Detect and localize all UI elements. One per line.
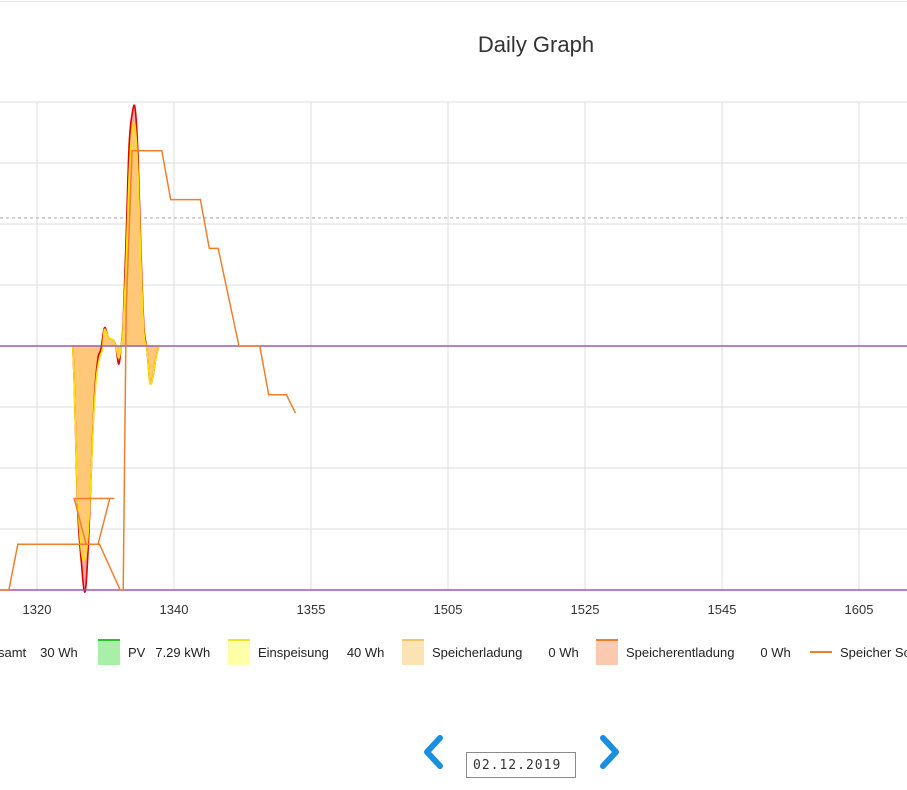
legend-value: 0 Wh [548,644,579,660]
legend-value: 0 Wh [760,644,791,660]
legend-swatch [228,639,250,665]
legend-value: 30 Wh [40,644,78,660]
series-line-speicher [0,150,297,591]
chevron-right-icon [600,735,619,769]
legend-item[interactable]: samt 30 Wh [0,638,78,666]
x-tick-label: 1355 [297,602,326,617]
chart-fills [72,105,159,593]
x-tick-label: 1605 [845,602,874,617]
legend-item[interactable]: Speicher Sc [810,638,907,666]
x-tick-label: 1545 [708,602,737,617]
chart-legend: samt 30 Wh PV 7.29 kWh Einspeisung 40 Wh Speic… [0,638,907,666]
chart-x-ticks: 1320 1340 1355 1505 1525 1545 1605 [23,602,874,617]
area-fill-einspeisung [72,123,159,561]
next-day-button[interactable] [597,735,623,769]
legend-value: 7.29 kWh [155,644,211,660]
x-tick-label: 1525 [571,602,600,617]
previous-day-button[interactable] [420,735,446,769]
legend-label: PV [128,644,146,660]
series-line-einspeisung [71,122,160,562]
legend-label: Speicher Sc [840,644,907,660]
chart-svg: 1320 1340 1355 1505 1525 1545 1605 [0,101,907,617]
x-tick-label: 1340 [160,602,189,617]
legend-item[interactable]: PV 7.29 kWh [98,638,210,666]
legend-swatch [98,639,120,665]
legend-swatch [402,639,424,665]
legend-label: Speicherentladung [626,644,735,660]
chart-title: Daily Graph [477,32,595,57]
x-tick-label: 1505 [434,602,463,617]
legend-swatch [596,639,618,665]
legend-item[interactable]: Einspeisung 40 Wh [228,638,384,666]
chart-lines [0,104,907,593]
top-rule [0,1,907,2]
chevron-left-icon [424,735,443,769]
legend-label: Speicherladung [432,644,523,660]
legend-item[interactable]: Speicherladung 0 Wh [402,638,579,666]
legend-line-swatch [810,651,832,653]
legend-label: Einspeisung [258,644,329,660]
legend-label: samt [0,644,27,660]
legend-value: 40 Wh [346,644,385,660]
x-tick-label: 1320 [23,602,52,617]
legend-item[interactable]: Speicherentladung 0 Wh [596,638,791,666]
date-input[interactable] [466,752,576,778]
